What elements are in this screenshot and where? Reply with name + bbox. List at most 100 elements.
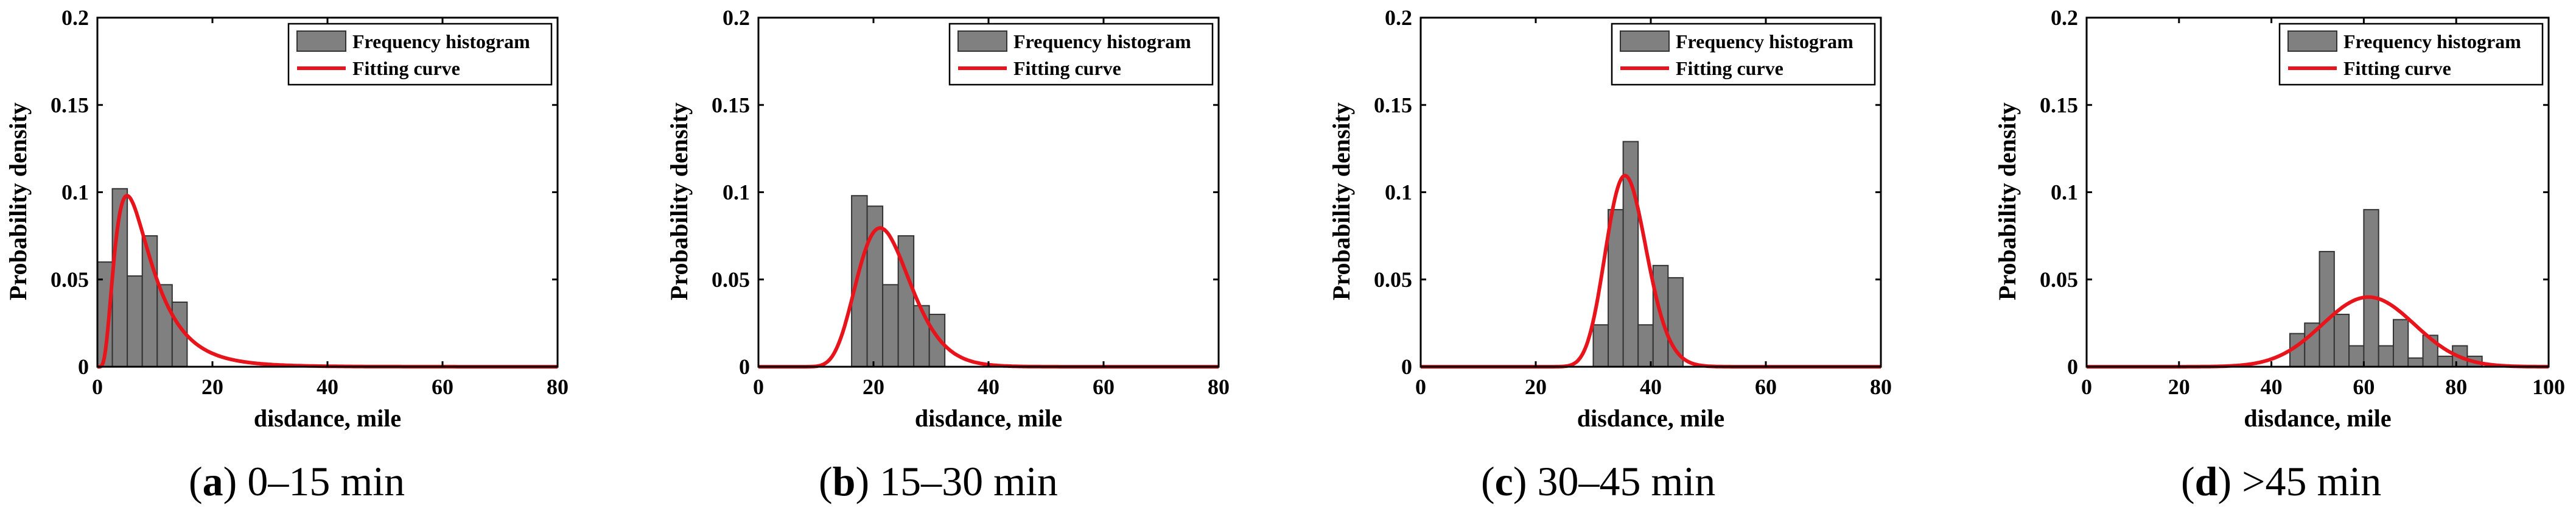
caption-paren: )	[223, 458, 248, 504]
legend-histogram-swatch	[1620, 30, 1670, 52]
x-tick-label: 20	[863, 375, 884, 399]
y-tick-label: 0.1	[723, 180, 750, 205]
caption-paren: )	[2217, 458, 2242, 504]
legend-curve-label: Fitting curve	[352, 57, 460, 79]
y-tick-label: 0.1	[2051, 180, 2078, 205]
y-tick-label: 0	[739, 355, 750, 379]
y-tick-label: 0.1	[61, 180, 89, 205]
chart-panel-d: 0 20 40 60 80 100 0 0.05 0.1 0.15 0.2 disdance, mil…	[1993, 5, 2565, 504]
y-tick-label: 0.15	[51, 93, 89, 117]
y-tick-label: 0.15	[1374, 93, 1412, 117]
caption-paren: )	[1513, 458, 1538, 504]
x-tick-label: 80	[1870, 375, 1892, 399]
caption-paren: (	[2181, 458, 2195, 504]
y-tick-label: 0	[1401, 355, 1412, 379]
y-tick-label: 0.2	[723, 5, 750, 30]
histogram-bar	[2407, 357, 2424, 367]
legend-histogram-label: Frequency histogram	[352, 30, 530, 52]
caption-paren: (	[819, 458, 833, 504]
panel-caption: (d) >45 min	[2181, 458, 2381, 504]
y-axis-label: Probability density	[4, 102, 32, 300]
histogram-bar	[2392, 319, 2409, 368]
x-axis-label: disdance, mile	[1577, 405, 1724, 432]
legend-curve-label: Fitting curve	[1013, 57, 1121, 79]
y-tick-label: 0.1	[1385, 180, 1412, 205]
y-tick-label: 0	[78, 355, 89, 379]
histogram-bar	[2319, 250, 2335, 367]
y-tick-label: 0.05	[2040, 267, 2078, 292]
caption-paren: (	[189, 458, 203, 504]
caption-letter: b	[833, 458, 856, 504]
y-axis-label: Probability density	[1328, 102, 1355, 300]
histogram-bar	[2437, 355, 2454, 367]
caption-paren: (	[1481, 458, 1495, 504]
fitting-curve	[757, 226, 1220, 369]
y-tick-label: 0.2	[61, 5, 89, 30]
legend-histogram-swatch	[957, 30, 1007, 52]
x-axis-label: disdance, mile	[2244, 405, 2391, 432]
panel-caption: (b) 15–30 min	[819, 458, 1058, 504]
y-tick-label: 0.2	[1385, 5, 1412, 30]
y-tick-label: 0.05	[51, 267, 89, 292]
caption-paren: )	[855, 458, 880, 504]
histogram-bar	[882, 284, 899, 367]
x-tick-label: 100	[2532, 375, 2565, 399]
legend-histogram-label: Frequency histogram	[1676, 30, 1853, 52]
x-tick-label: 20	[201, 375, 223, 399]
caption-text: 0–15 min	[247, 458, 405, 504]
histogram-bar	[913, 305, 930, 368]
chart-panel-c: 0 20 40 60 80 0 0.05 0.1 0.15 0.2 disdance, mile Pr…	[1328, 5, 1892, 504]
x-tick-label: 20	[2168, 375, 2190, 399]
x-tick-label: 60	[1755, 375, 1777, 399]
y-axis-label: Probability density	[1993, 102, 2021, 300]
legend-histogram-label: Frequency histogram	[1013, 30, 1191, 52]
x-tick-label: 0	[92, 375, 103, 399]
x-tick-label: 0	[1415, 375, 1426, 399]
histogram-bar	[2378, 345, 2394, 367]
caption-text: 30–45 min	[1538, 458, 1716, 504]
legend-histogram-label: Frequency histogram	[2343, 30, 2521, 52]
x-tick-label: 20	[1525, 375, 1547, 399]
legend-curve-label: Fitting curve	[1676, 57, 1783, 79]
legend: Frequency histogram Fitting curve	[2278, 23, 2544, 86]
legend: Frequency histogram Fitting curve	[1611, 23, 1876, 86]
chart-panel-a: 0 20 40 60 80 0 0.05 0.1 0.15 0.2 disdance, mile Pr…	[4, 5, 569, 504]
x-tick-label: 80	[2445, 375, 2467, 399]
x-tick-label: 40	[2261, 375, 2283, 399]
y-tick-label: 0	[2067, 355, 2078, 379]
histogram-bar	[2333, 314, 2350, 367]
x-tick-label: 60	[1093, 375, 1115, 399]
x-tick-label: 80	[1208, 375, 1230, 399]
histogram-bar	[1637, 324, 1654, 367]
x-tick-label: 0	[2081, 375, 2092, 399]
histogram-bar	[1667, 277, 1684, 368]
legend-curve-label: Fitting curve	[2343, 57, 2451, 79]
histogram-bar	[851, 195, 868, 367]
panel-caption: (c) 30–45 min	[1481, 458, 1715, 504]
caption-letter: c	[1495, 458, 1513, 504]
histogram-bar	[127, 275, 143, 367]
legend: Frequency histogram Fitting curve	[948, 23, 1214, 86]
chart-panel-b: 0 20 40 60 80 0 0.05 0.1 0.15 0.2 disdance, mile Pr…	[665, 5, 1230, 504]
histogram-bar	[2348, 345, 2365, 367]
x-tick-label: 80	[547, 375, 569, 399]
histogram-bar	[1608, 209, 1624, 367]
caption-letter: a	[203, 458, 223, 504]
y-tick-label: 0.05	[1374, 267, 1412, 292]
y-tick-label: 0.15	[712, 93, 750, 117]
x-tick-label: 60	[2353, 375, 2375, 399]
x-tick-label: 40	[1640, 375, 1662, 399]
x-tick-label: 40	[978, 375, 999, 399]
x-axis-label: disdance, mile	[915, 405, 1062, 432]
caption-text: 15–30 min	[880, 458, 1058, 504]
panel-caption: (a) 0–15 min	[189, 458, 405, 504]
legend-box	[287, 23, 553, 86]
y-tick-label: 0.2	[2051, 5, 2078, 30]
caption-letter: d	[2195, 458, 2218, 504]
x-tick-label: 40	[317, 375, 338, 399]
y-axis-label: Probability density	[665, 102, 693, 300]
histogram-bar	[1592, 324, 1609, 367]
y-tick-label: 0.15	[2040, 93, 2078, 117]
histogram-bar	[2363, 209, 2379, 367]
